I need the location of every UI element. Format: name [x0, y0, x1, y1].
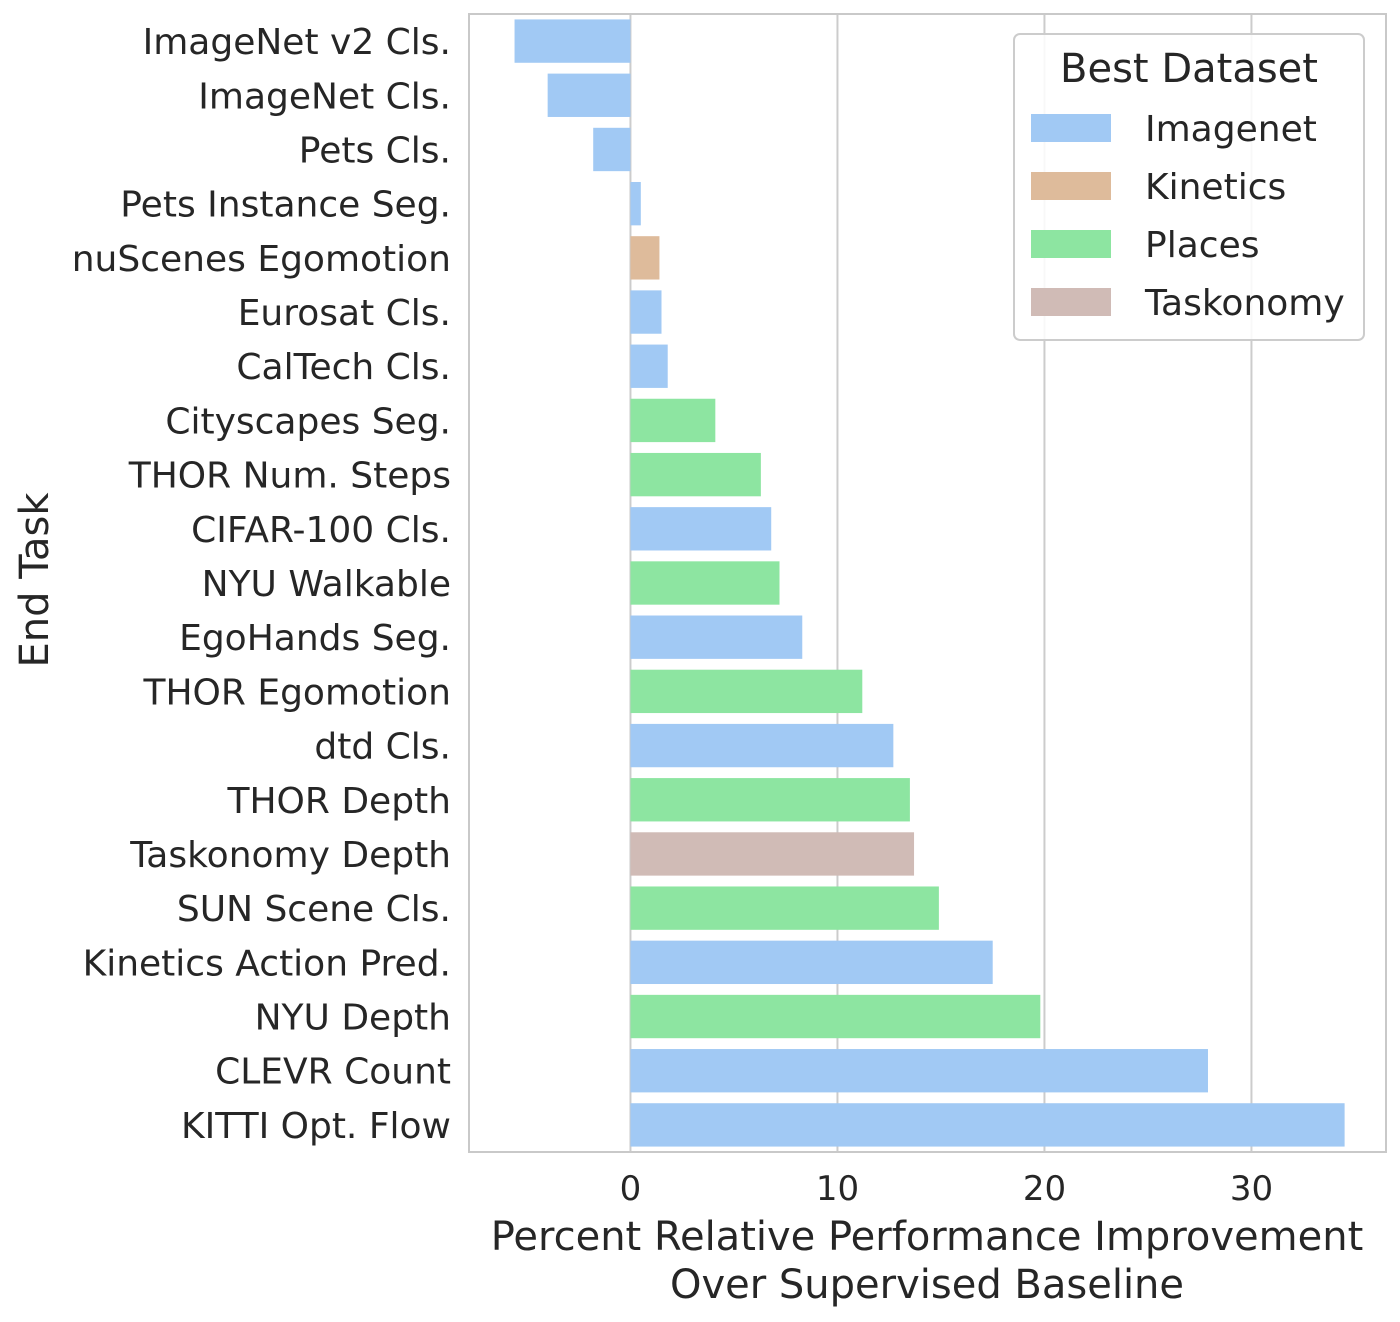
bar-17: [630, 940, 993, 985]
plot-frame: [468, 13, 1387, 1153]
category-label: Pets Instance Seg.: [120, 185, 451, 226]
x-tick-label: 10: [816, 1169, 859, 1209]
category-labels: ImageNet v2 Cls. ImageNet Cls. Pets Cls. Pe…: [72, 22, 451, 1147]
category-label: CIFAR-100 Cls.: [191, 510, 451, 551]
legend-entries: Imagenet Kinetics Places Taskonomy: [1031, 109, 1345, 324]
bar-4: [630, 236, 660, 280]
x-axis-title-line-2: Over Supervised Baseline: [670, 1262, 1184, 1308]
bar-12: [630, 669, 863, 714]
legend-swatch-kinetics: [1031, 172, 1111, 200]
bar-9: [630, 507, 772, 551]
x-tick-label: 20: [1023, 1169, 1066, 1209]
category-label: SUN Scene Cls.: [177, 889, 451, 930]
legend-label: Taskonomy: [1144, 283, 1345, 324]
category-label: EgoHands Seg.: [179, 618, 451, 659]
bar-16: [630, 886, 939, 930]
category-label: ImageNet v2 Cls.: [143, 22, 451, 63]
bar-2: [593, 127, 631, 172]
category-label: NYU Walkable: [202, 564, 451, 605]
x-tick-label: 30: [1230, 1169, 1273, 1209]
legend-title: Best Dataset: [1060, 46, 1318, 92]
category-label: dtd Cls.: [314, 727, 451, 768]
legend-swatch-places: [1031, 230, 1111, 258]
category-label: Taskonomy Depth: [129, 835, 451, 876]
legend-swatch-imagenet: [1031, 114, 1111, 142]
category-label: Pets Cls.: [299, 130, 451, 171]
y-axis-title: End Task: [12, 492, 58, 668]
category-label: CLEVR Count: [215, 1052, 451, 1093]
x-axis-title-line-1: Percent Relative Performance Improvement: [491, 1214, 1364, 1260]
bar-5: [630, 290, 662, 334]
bar-15: [630, 832, 915, 876]
bar-13: [630, 723, 894, 768]
bar-8: [630, 452, 761, 497]
category-label: THOR Egomotion: [142, 672, 451, 713]
bars: [514, 19, 1345, 1147]
bar-1: [547, 73, 631, 117]
category-label: Eurosat Cls.: [238, 293, 451, 334]
bar-20: [630, 1103, 1345, 1147]
x-tick-labels: 0 10 20 30: [620, 1169, 1273, 1209]
legend-box: [1013, 33, 1365, 341]
x-tick-label: 0: [620, 1169, 642, 1209]
category-label: Cityscapes Seg.: [165, 401, 451, 442]
category-label: nuScenes Egomotion: [72, 239, 451, 280]
category-label: THOR Depth: [226, 781, 451, 822]
legend-swatch-taskonomy: [1031, 288, 1111, 316]
legend-label: Places: [1145, 225, 1259, 266]
bar-19: [630, 1049, 1208, 1093]
bar-11: [630, 615, 803, 659]
legend-label: Kinetics: [1145, 167, 1286, 208]
category-label: CalTech Cls.: [236, 347, 451, 388]
legend-label: Imagenet: [1145, 109, 1317, 150]
category-label: NYU Depth: [255, 998, 451, 1039]
bar-18: [630, 994, 1041, 1039]
category-label: ImageNet Cls.: [198, 76, 451, 117]
category-label: THOR Num. Steps: [128, 456, 451, 497]
legend: Best Dataset Imagenet Kinetics Places Tasko…: [1013, 33, 1365, 341]
bar-7: [630, 398, 716, 443]
bar-10: [630, 561, 780, 605]
category-label: Kinetics Action Pred.: [83, 943, 451, 984]
bar-0: [514, 19, 631, 63]
bar-3: [630, 181, 641, 226]
category-label: KITTI Opt. Flow: [181, 1106, 451, 1147]
bar-14: [630, 778, 910, 822]
bar-6: [630, 344, 668, 388]
